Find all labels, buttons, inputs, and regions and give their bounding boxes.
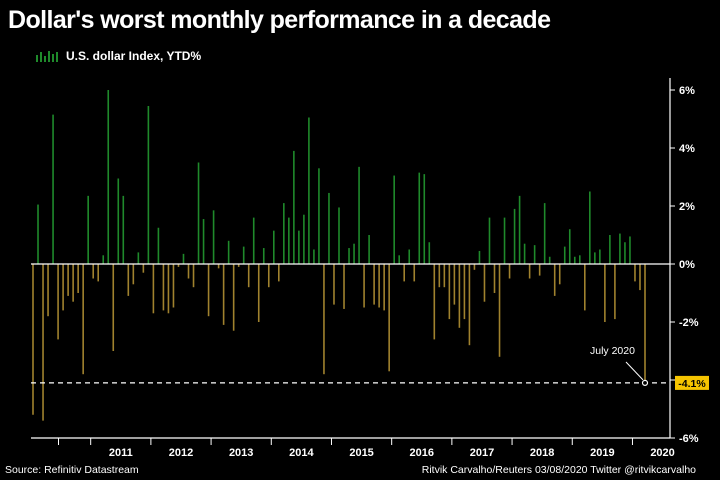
y-tick-label-2: 2% <box>679 201 695 213</box>
legend: U.S. dollar Index, YTD% <box>36 49 201 63</box>
source-note: Source: Refinitiv Datastream <box>5 464 139 476</box>
x-tick-label-2015: 2015 <box>349 447 373 459</box>
y-tick-label-4: -2% <box>679 317 699 329</box>
x-tick-label-2020: 2020 <box>650 447 674 459</box>
reference-badge-label: -4.1% <box>678 378 706 390</box>
reference-badge <box>675 375 709 390</box>
legend-swatch-icon <box>36 50 60 62</box>
x-tick-label-2012: 2012 <box>169 447 193 459</box>
annotation-label: July 2020 <box>590 345 635 357</box>
chart-title: Dollar's worst monthly performance in a … <box>8 6 551 34</box>
annotation-pointer <box>625 361 644 381</box>
credit-note: Ritvik Carvalho/Reuters 03/08/2020 Twitt… <box>421 464 696 476</box>
x-tick-label-2019: 2019 <box>590 447 614 459</box>
x-tick-label-2014: 2014 <box>289 447 314 459</box>
x-tick-label-2011: 2011 <box>109 447 133 459</box>
y-tick-label-1: 4% <box>679 143 695 155</box>
y-tick-label-6: -6% <box>679 433 699 445</box>
x-tick-label-2013: 2013 <box>229 447 253 459</box>
x-tick-label-2016: 2016 <box>410 447 434 459</box>
legend-label: U.S. dollar Index, YTD% <box>66 49 202 63</box>
x-tick-label-2017: 2017 <box>470 447 494 459</box>
y-tick-label-3: 0% <box>679 259 695 271</box>
y-tick-label-0: 6% <box>679 85 695 97</box>
x-tick-label-2018: 2018 <box>530 447 554 459</box>
annotation-marker <box>641 379 649 386</box>
